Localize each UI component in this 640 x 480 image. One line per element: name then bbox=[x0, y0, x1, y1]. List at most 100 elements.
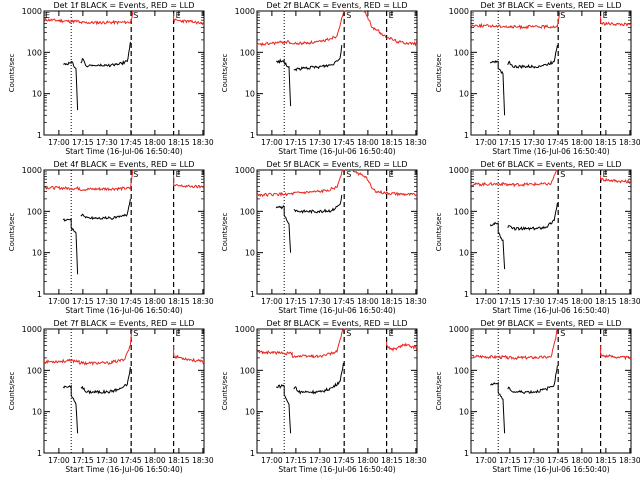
events-series-line bbox=[62, 384, 79, 434]
y-tick-label: 1 bbox=[250, 290, 255, 299]
panel-title: Det 1f BLACK = Events, RED = LLD bbox=[53, 1, 194, 10]
y-tick-label: 1000 bbox=[22, 7, 42, 16]
x-tick-label: 17:15 bbox=[72, 456, 94, 465]
x-axis-label: Start Time (16-Jul-06 16:50:40) bbox=[492, 306, 609, 315]
marker-label: S bbox=[133, 170, 138, 179]
y-tick-label: 1 bbox=[464, 290, 469, 299]
x-tick-label: 17:15 bbox=[285, 138, 307, 147]
y-tick-label: 100 bbox=[240, 48, 255, 57]
x-tick-label: 17:30 bbox=[96, 138, 118, 147]
x-tick-label: 17:45 bbox=[333, 138, 355, 147]
x-tick-label: 18:30 bbox=[405, 297, 427, 306]
lld-series-line bbox=[43, 328, 133, 366]
y-tick-label: 100 bbox=[27, 366, 42, 375]
x-tick-label: 17:00 bbox=[261, 297, 283, 306]
marker-label: E bbox=[389, 329, 394, 338]
lld-series-line bbox=[600, 16, 632, 27]
y-tick-label: 10 bbox=[245, 249, 255, 258]
x-tick-label: 18:15 bbox=[381, 297, 403, 306]
plot-frame bbox=[256, 10, 418, 136]
y-tick-label: 1 bbox=[464, 131, 469, 140]
x-tick-label: 17:15 bbox=[72, 297, 94, 306]
x-tick-label: 17:30 bbox=[309, 138, 331, 147]
x-tick-label: 18:30 bbox=[619, 297, 640, 306]
marker-label: S bbox=[133, 11, 138, 20]
plot-frame bbox=[43, 328, 205, 454]
y-axis-label: Counts/sec bbox=[221, 54, 229, 93]
marker-label: E bbox=[603, 11, 608, 20]
lld-series-line bbox=[600, 175, 632, 185]
y-tick-label: 1000 bbox=[235, 325, 255, 334]
marker-label: E bbox=[389, 11, 394, 20]
x-axis-label: Start Time (16-Jul-06 16:50:40) bbox=[492, 465, 609, 474]
x-tick-label: 18:30 bbox=[192, 456, 214, 465]
x-tick-label: 17:45 bbox=[333, 297, 355, 306]
lld-series-line bbox=[173, 345, 205, 365]
x-tick-label: 17:15 bbox=[499, 297, 521, 306]
x-tick-label: 18:00 bbox=[144, 456, 166, 465]
corner-label: E bbox=[45, 11, 50, 20]
lld-series-line bbox=[470, 169, 558, 188]
panel-title: Det 9f BLACK = Events, RED = LLD bbox=[480, 319, 621, 328]
x-tick-label: 17:45 bbox=[547, 138, 569, 147]
x-tick-label: 18:00 bbox=[571, 456, 593, 465]
x-tick-label: 17:15 bbox=[285, 456, 307, 465]
panel-2: Det 2f BLACK = Events, RED = LLD 1 10 100 10… bbox=[221, 1, 427, 156]
x-tick-label: 18:00 bbox=[144, 138, 166, 147]
x-tick-label: 17:45 bbox=[333, 456, 355, 465]
y-tick-label: 10 bbox=[32, 90, 42, 99]
panel-title: Det 3f BLACK = Events, RED = LLD bbox=[480, 1, 621, 10]
y-tick-label: 100 bbox=[454, 366, 469, 375]
lld-series-line bbox=[256, 10, 345, 47]
y-tick-label: 100 bbox=[454, 48, 469, 57]
events-series-line bbox=[490, 381, 506, 434]
y-axis-label: Counts/sec bbox=[8, 213, 16, 252]
y-axis-label: Counts/sec bbox=[435, 372, 443, 411]
x-tick-label: 17:45 bbox=[120, 456, 142, 465]
y-tick-label: 10 bbox=[245, 408, 255, 417]
x-tick-label: 18:15 bbox=[168, 138, 190, 147]
plot-frame bbox=[43, 169, 205, 295]
plot-frame bbox=[256, 169, 418, 295]
events-series-line bbox=[293, 363, 344, 395]
marker-label: E bbox=[603, 329, 608, 338]
events-series-line bbox=[293, 45, 343, 72]
x-tick-label: 18:30 bbox=[192, 138, 214, 147]
lld-series-line bbox=[600, 345, 632, 361]
events-series-line bbox=[293, 194, 343, 214]
panel-5: Det 5f BLACK = Events, RED = LLD 1 10 100 10… bbox=[221, 160, 427, 315]
panel-3: Det 3f BLACK = Events, RED = LLD 1 10 100 10… bbox=[435, 1, 640, 156]
x-tick-label: 17:45 bbox=[547, 456, 569, 465]
x-tick-label: 17:00 bbox=[261, 456, 283, 465]
marker-label: E bbox=[176, 329, 181, 338]
lld-series-line bbox=[470, 328, 558, 361]
marker-label: S bbox=[346, 11, 351, 20]
x-axis-label: Start Time (16-Jul-06 16:50:40) bbox=[65, 306, 182, 315]
y-tick-label: 10 bbox=[459, 249, 469, 258]
y-tick-label: 1000 bbox=[449, 325, 469, 334]
lld-series-line bbox=[173, 12, 205, 26]
y-tick-label: 10 bbox=[245, 90, 255, 99]
x-tick-label: 17:45 bbox=[120, 297, 142, 306]
y-tick-label: 1 bbox=[37, 449, 42, 458]
x-tick-label: 18:00 bbox=[144, 297, 166, 306]
x-tick-label: 17:30 bbox=[523, 297, 545, 306]
y-tick-label: 10 bbox=[459, 408, 469, 417]
y-tick-label: 100 bbox=[240, 366, 255, 375]
lld-series-line bbox=[352, 170, 417, 197]
events-series-line bbox=[489, 221, 506, 270]
plot-frame bbox=[43, 10, 205, 136]
marker-label: E bbox=[176, 170, 181, 179]
x-tick-label: 18:15 bbox=[595, 456, 617, 465]
x-axis-label: Start Time (16-Jul-06 16:50:40) bbox=[278, 306, 395, 315]
panel-1: Det 1f BLACK = Events, RED = LLD 1 10 100 10… bbox=[8, 1, 214, 156]
marker-label: S bbox=[133, 329, 138, 338]
x-tick-label: 18:15 bbox=[595, 138, 617, 147]
marker-label: E bbox=[176, 11, 181, 20]
plot-frame bbox=[470, 10, 632, 136]
x-tick-label: 17:15 bbox=[285, 297, 307, 306]
x-tick-label: 18:15 bbox=[381, 456, 403, 465]
lld-series-line bbox=[362, 10, 418, 47]
lld-series-line bbox=[386, 341, 418, 352]
